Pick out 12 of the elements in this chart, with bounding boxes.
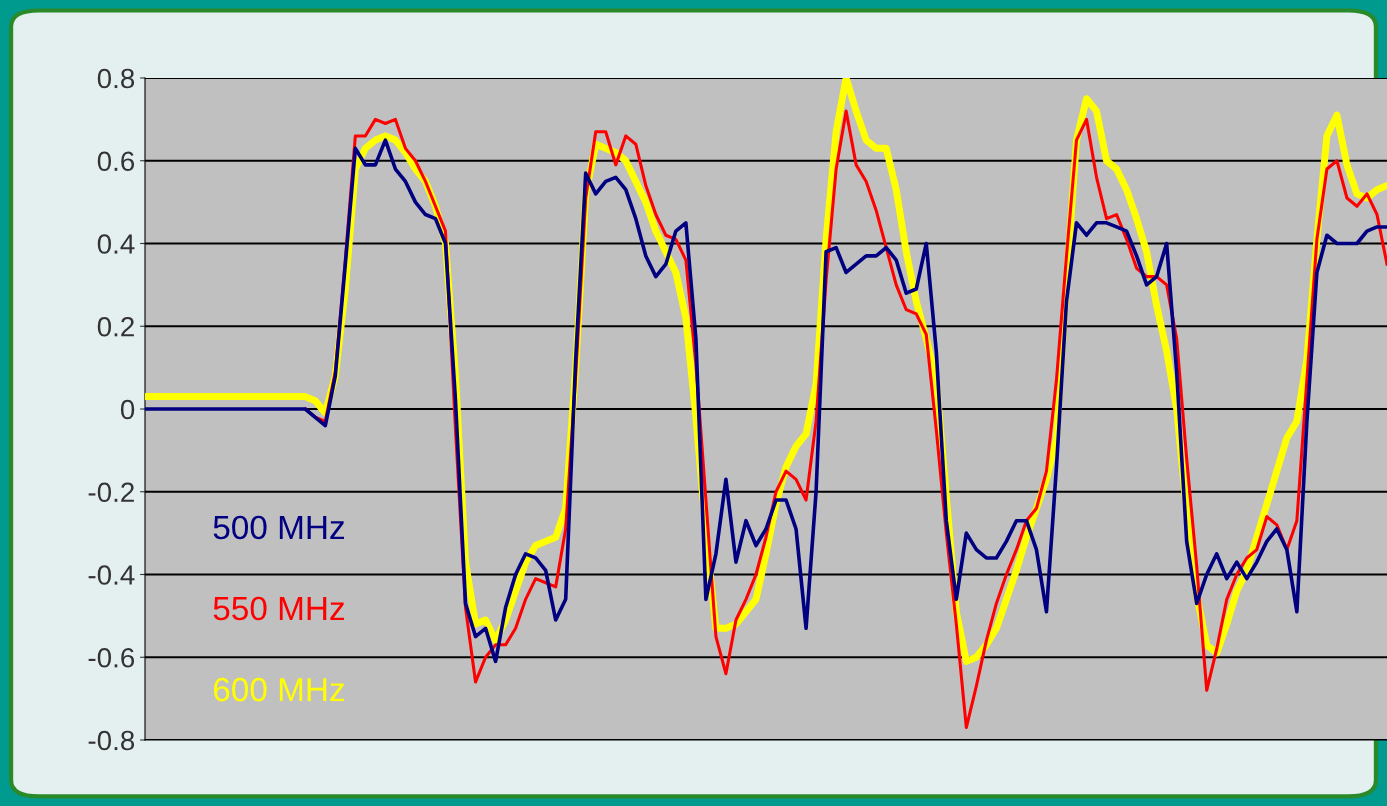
text: 550 MHz bbox=[213, 596, 344, 621]
y-tick-label: -0.4 bbox=[88, 565, 135, 585]
y-tick-label: 0.2 bbox=[97, 316, 134, 337]
text: 500 MHz bbox=[213, 515, 344, 540]
text: 600 MHz bbox=[213, 677, 344, 702]
y-tick-label: 0.4 bbox=[97, 234, 135, 254]
y-tick-label: -0.8 bbox=[88, 730, 135, 751]
y-tick-label: 0.6 bbox=[97, 151, 135, 172]
y-tick-label: 0.8 bbox=[97, 68, 135, 89]
y-tick-label: -0.6 bbox=[88, 647, 135, 668]
y-tick-label: -0.2 bbox=[88, 482, 134, 503]
y-tick-label: 0 bbox=[120, 399, 135, 420]
